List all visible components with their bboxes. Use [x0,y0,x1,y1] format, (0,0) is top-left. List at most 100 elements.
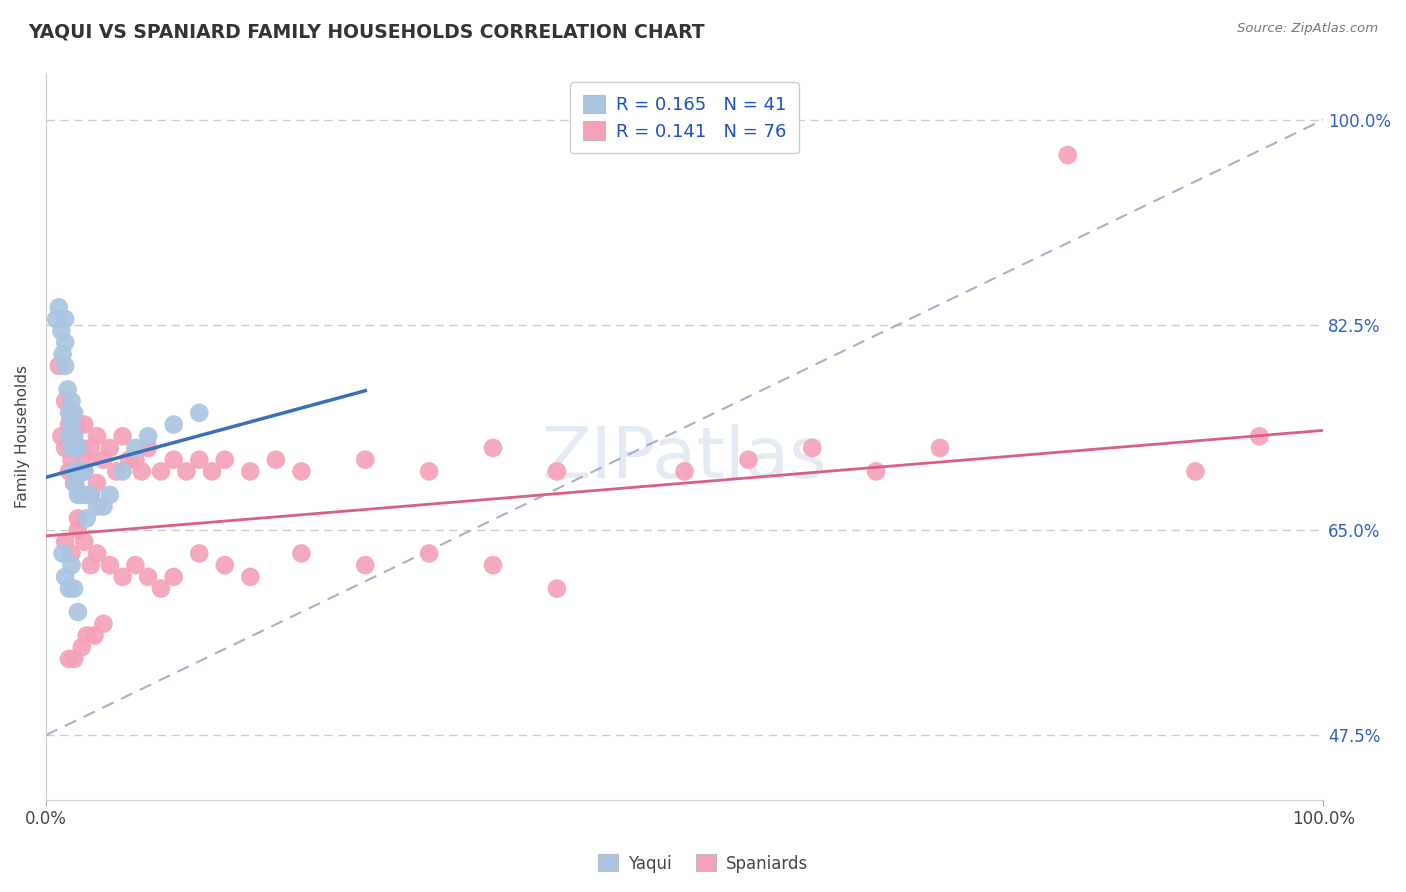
Point [482,558,505,573]
Text: YAQUI VS SPANIARD FAMILY HOUSEHOLDS CORRELATION CHART: YAQUI VS SPANIARD FAMILY HOUSEHOLDS CORR… [28,22,704,41]
Point [48,359,70,373]
Point [58,429,80,443]
Point [79,488,101,502]
Point [63,406,86,420]
Point [111,429,134,443]
Point [93,452,115,467]
Point [79,558,101,573]
Point [60,441,83,455]
Point [52,546,75,560]
Point [290,464,312,478]
Point [58,417,80,432]
Point [51,324,73,338]
Point [124,452,146,467]
Point [290,546,312,560]
Point [201,464,224,478]
Point [1249,429,1271,443]
Point [546,464,568,478]
Point [188,546,211,560]
Point [86,476,108,491]
Point [66,605,89,619]
Point [1184,464,1206,478]
Point [737,452,759,467]
Point [53,359,76,373]
Point [124,441,146,455]
Point [60,546,83,560]
Legend: Yaqui, Spaniards: Yaqui, Spaniards [591,847,815,880]
Point [52,347,75,361]
Point [45,312,67,326]
Point [124,558,146,573]
Point [131,464,153,478]
Point [136,570,159,584]
Point [69,464,91,478]
Point [73,464,96,478]
Point [418,546,440,560]
Point [86,429,108,443]
Point [76,628,98,642]
Point [53,335,76,350]
Point [214,452,236,467]
Point [51,429,73,443]
Point [188,406,211,420]
Point [98,558,121,573]
Point [65,476,87,491]
Point [69,488,91,502]
Point [53,570,76,584]
Point [73,534,96,549]
Point [354,452,377,467]
Point [60,417,83,432]
Point [1056,148,1078,162]
Point [239,570,262,584]
Point [111,464,134,478]
Point [214,558,236,573]
Point [53,441,76,455]
Point [76,452,98,467]
Point [149,582,172,596]
Point [86,500,108,514]
Point [63,429,86,443]
Point [176,464,198,478]
Point [73,417,96,432]
Point [136,441,159,455]
Point [66,523,89,537]
Point [66,511,89,525]
Point [136,429,159,443]
Point [53,394,76,409]
Point [66,441,89,455]
Point [60,394,83,409]
Point [105,464,128,478]
Point [63,476,86,491]
Point [76,511,98,525]
Point [79,488,101,502]
Point [63,464,86,478]
Point [163,452,186,467]
Point [63,652,86,666]
Point [482,441,505,455]
Point [93,500,115,514]
Point [929,441,952,455]
Point [60,558,83,573]
Y-axis label: Family Households: Family Households [15,365,30,508]
Point [66,488,89,502]
Point [79,441,101,455]
Point [60,406,83,420]
Text: ZIPatlas: ZIPatlas [541,424,827,492]
Point [48,301,70,315]
Point [70,441,93,455]
Point [546,582,568,596]
Legend: R = 0.165   N = 41, R = 0.141   N = 76: R = 0.165 N = 41, R = 0.141 N = 76 [571,82,799,153]
Text: Source: ZipAtlas.com: Source: ZipAtlas.com [1237,22,1378,36]
Point [111,570,134,584]
Point [53,312,76,326]
Point [63,582,86,596]
Point [63,429,86,443]
Point [58,582,80,596]
Point [418,464,440,478]
Point [73,488,96,502]
Point [70,640,93,655]
Point [66,417,89,432]
Point [58,652,80,666]
Point [73,464,96,478]
Point [98,488,121,502]
